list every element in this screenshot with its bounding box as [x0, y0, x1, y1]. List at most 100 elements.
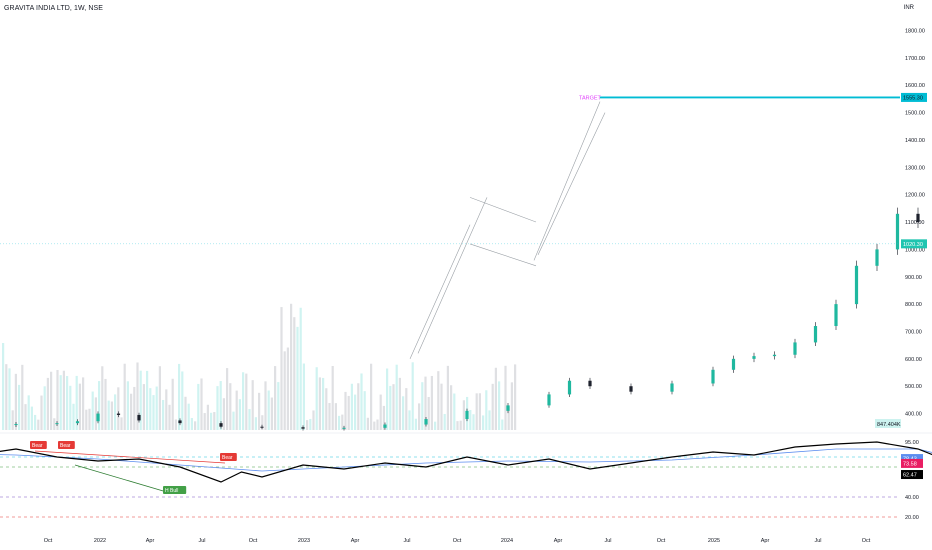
- volume-bar: [286, 347, 289, 430]
- x-tick-label: Oct: [862, 538, 871, 544]
- volume-bar: [450, 385, 453, 430]
- volume-bar: [78, 383, 81, 430]
- volume-bar: [514, 364, 517, 430]
- volume-group: [2, 303, 517, 430]
- volume-bar: [318, 377, 321, 430]
- volume-bar: [53, 418, 56, 430]
- volume-bar: [296, 326, 299, 430]
- volume-bar: [181, 371, 184, 430]
- flag-line: [469, 197, 537, 223]
- volume-bar: [309, 418, 312, 430]
- flag-line: [469, 243, 537, 267]
- volume-bar: [168, 404, 171, 430]
- volume-bar: [165, 389, 168, 430]
- candle-body: [137, 414, 141, 421]
- volume-bar: [389, 385, 392, 430]
- rsi-tick-label: 20.00: [905, 515, 919, 521]
- volume-bar: [293, 317, 296, 430]
- candle-body: [916, 213, 920, 223]
- rsi-ma-line: [0, 448, 932, 472]
- target-value-label: 1555.30: [903, 95, 923, 101]
- volume-bar: [478, 393, 481, 430]
- volume-bar: [302, 363, 305, 430]
- price-tick-label: 1100.00: [905, 220, 924, 226]
- volume-value-box: [875, 419, 901, 428]
- target-value-box: [901, 92, 927, 102]
- volume-bar: [408, 410, 411, 430]
- volume-bar: [427, 397, 430, 430]
- volume-bar: [101, 366, 104, 430]
- volume-bar: [338, 415, 341, 430]
- divergence-label: H Bull: [165, 488, 178, 494]
- x-tick-label: Jul: [814, 538, 821, 544]
- divergence-label: Bear: [32, 443, 43, 449]
- volume-bar: [456, 421, 459, 430]
- volume-bar: [504, 365, 507, 430]
- candle-body: [752, 356, 756, 359]
- volume-bar: [75, 375, 78, 430]
- volume-bar: [24, 404, 27, 430]
- volume-bar: [424, 376, 427, 430]
- divergence-badge: [220, 453, 237, 461]
- rsi-tick-label: 40.00: [905, 495, 919, 501]
- x-tick-label: Oct: [657, 538, 666, 544]
- candle-body: [854, 265, 859, 305]
- volume-bar: [267, 390, 270, 430]
- volume-bar: [376, 419, 379, 430]
- volume-bar: [152, 395, 155, 430]
- divergence-label: Bear: [60, 443, 71, 449]
- volume-bar: [507, 406, 510, 430]
- volume-bar: [347, 395, 350, 430]
- volume-bar: [475, 393, 478, 430]
- candle-body: [14, 423, 18, 426]
- candle-body: [772, 354, 777, 357]
- candle-body: [670, 383, 674, 392]
- candles-group: [14, 207, 920, 431]
- channel-line: [409, 224, 471, 359]
- volume-bar: [14, 373, 17, 430]
- volume-bar: [392, 384, 395, 430]
- candle-body: [547, 394, 551, 406]
- candle-body: [465, 410, 469, 420]
- volume-bar: [222, 398, 225, 430]
- price-tick-label: 900.00: [905, 275, 922, 281]
- rsi-value-box: [901, 454, 923, 464]
- volume-bar: [280, 307, 283, 430]
- price-tick-label: 800.00: [905, 302, 922, 308]
- volume-bar: [398, 377, 401, 430]
- volume-bar: [453, 393, 456, 430]
- volume-bar: [350, 383, 353, 430]
- volume-bar: [242, 372, 245, 430]
- volume-bar: [130, 393, 133, 430]
- volume-bar: [162, 399, 165, 430]
- candle-body: [588, 380, 592, 387]
- volume-bar: [149, 388, 152, 430]
- volume-bar: [331, 365, 334, 430]
- volume-bar: [270, 397, 273, 430]
- candle-body: [75, 421, 80, 424]
- channel-line: [417, 197, 488, 354]
- volume-bar: [360, 373, 363, 430]
- divergence-badge: [163, 486, 187, 494]
- volume-bar: [299, 307, 302, 430]
- volume-bar: [37, 419, 40, 430]
- volume-bar: [328, 403, 331, 430]
- volume-bar: [443, 413, 446, 430]
- candle-body: [567, 380, 572, 395]
- volume-bar: [43, 386, 46, 430]
- volume-bar: [312, 410, 315, 430]
- volume-bar: [210, 412, 213, 430]
- candle-body: [219, 423, 223, 427]
- volume-bar: [18, 384, 21, 430]
- volume-bar: [203, 413, 206, 430]
- volume-bar: [59, 375, 62, 430]
- volume-value-label: 847.404K: [877, 422, 901, 428]
- volume-bar: [248, 409, 251, 430]
- volume-bar: [459, 420, 462, 430]
- x-tick-label: Apr: [146, 538, 155, 544]
- volume-bar: [414, 418, 417, 430]
- volume-bar: [386, 368, 389, 430]
- volume-bar: [258, 392, 261, 430]
- volume-bar: [107, 400, 110, 430]
